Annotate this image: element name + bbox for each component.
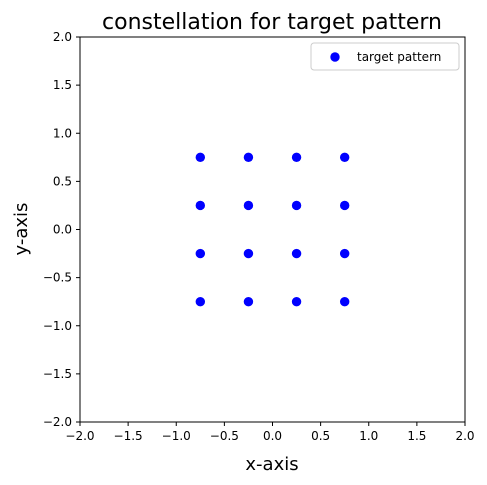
plot-area — [79, 36, 466, 423]
y-tick-label: −1.5 — [43, 367, 72, 381]
legend-box — [310, 42, 460, 71]
legend-marker — [330, 52, 340, 62]
legend: target pattern — [310, 42, 460, 71]
y-tick-label: −2.0 — [43, 415, 72, 429]
data-point — [291, 152, 302, 163]
x-axis-label: x-axis — [245, 454, 298, 475]
data-point — [243, 200, 254, 211]
data-point — [339, 200, 350, 211]
legend-label: target pattern — [357, 50, 441, 64]
chart-title: constellation for target pattern — [102, 10, 442, 35]
data-point — [339, 296, 350, 307]
x-tick-label: −2.0 — [65, 429, 94, 443]
y-tick-label: −0.5 — [43, 271, 72, 285]
y-axis-label: y-axis — [11, 203, 32, 256]
x-tick-label: 0.0 — [263, 429, 282, 443]
y-tick-label: −1.0 — [43, 319, 72, 333]
x-tick-label: −1.0 — [162, 429, 191, 443]
y-tick-label: 1.0 — [53, 126, 72, 140]
data-point — [243, 296, 254, 307]
data-points — [195, 152, 350, 307]
data-point — [243, 248, 254, 259]
data-point — [291, 248, 302, 259]
data-point — [195, 200, 206, 211]
data-point — [243, 152, 254, 163]
data-point — [195, 152, 206, 163]
y-tick-label: 0.0 — [53, 223, 72, 237]
x-tick-label: 1.0 — [359, 429, 378, 443]
y-axis-ticks: −2.0 −1.5 −1.0 −0.5 0.0 0.5 1.0 1.5 2.0 — [43, 30, 80, 429]
data-point — [339, 152, 350, 163]
x-tick-label: −1.5 — [114, 429, 143, 443]
data-point — [195, 296, 206, 307]
data-point — [291, 296, 302, 307]
data-point — [195, 248, 206, 259]
y-tick-label: 0.5 — [53, 174, 72, 188]
x-tick-label: 0.5 — [311, 429, 330, 443]
data-point — [291, 200, 302, 211]
y-tick-label: 1.5 — [53, 78, 72, 92]
x-tick-label: 1.5 — [407, 429, 426, 443]
x-tick-label: −0.5 — [210, 429, 239, 443]
y-tick-label: 2.0 — [53, 30, 72, 44]
x-tick-label: 2.0 — [455, 429, 474, 443]
x-axis-ticks: −2.0 −1.5 −1.0 −0.5 0.0 0.5 1.0 1.5 2.0 — [65, 422, 475, 443]
data-point — [339, 248, 350, 259]
